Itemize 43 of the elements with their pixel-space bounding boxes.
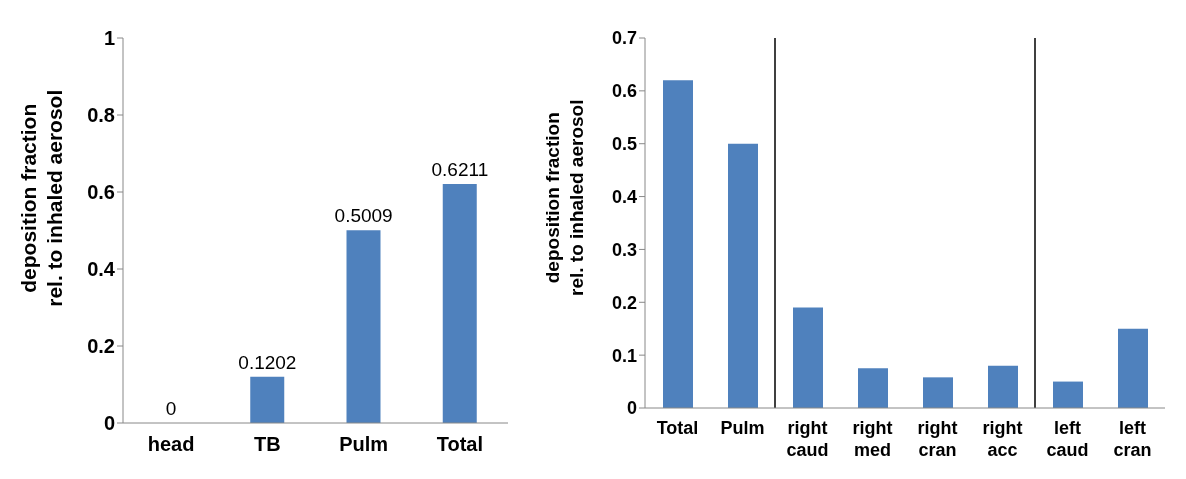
y-axis-title: deposition fraction rel. to inhaled aerosol (16, 89, 68, 307)
x-tick-label: Pulm (339, 433, 389, 455)
y-tick-label: 1 (103, 27, 115, 50)
y-tick-label: 0 (626, 398, 637, 419)
x-tick-label: right caud (786, 418, 829, 460)
y-tick-label: 0 (103, 412, 115, 435)
y-tick-label: 0.2 (87, 335, 115, 358)
data-label: 0.5009 (334, 205, 393, 227)
bar (793, 307, 823, 408)
x-tick-label: TB (254, 433, 281, 455)
x-tick-label: Pulm (720, 418, 765, 438)
y-tick-label: 0.6 (87, 181, 115, 204)
bar (728, 143, 758, 408)
x-tick-label: Total (436, 433, 484, 455)
y-axis-title: deposition fraction rel. to inhaled aerosol (541, 99, 588, 297)
x-tick-label: right med (852, 418, 893, 460)
bar (988, 365, 1018, 408)
y-tick-label: 0.7 (611, 28, 637, 49)
y-tick-label: 0.5 (611, 134, 637, 155)
bar (663, 80, 693, 408)
x-tick-label: left caud (1046, 418, 1089, 460)
x-tick-label: head (147, 433, 195, 455)
x-tick-label: left cran (1113, 418, 1152, 460)
x-tick-label: right acc (982, 418, 1023, 460)
bar (346, 230, 381, 423)
x-tick-label: right cran (917, 418, 958, 460)
y-tick-label: 0.8 (87, 104, 115, 127)
bar (858, 368, 888, 408)
bar (1053, 381, 1083, 408)
x-tick-label: Total (656, 418, 699, 438)
y-tick-label: 0.3 (611, 239, 637, 260)
data-label: 0 (165, 398, 177, 419)
y-tick-label: 0.1 (611, 345, 637, 366)
data-label: 0.6211 (431, 158, 489, 180)
y-tick-label: 0.4 (87, 258, 116, 281)
y-tick-label: 0.2 (611, 292, 637, 313)
bar (250, 376, 285, 423)
data-label: 0.1202 (238, 351, 297, 373)
y-tick-label: 0.6 (611, 81, 637, 102)
bar (923, 377, 953, 408)
bar (1118, 328, 1148, 408)
bar (442, 183, 477, 423)
y-tick-label: 0.4 (611, 186, 637, 207)
